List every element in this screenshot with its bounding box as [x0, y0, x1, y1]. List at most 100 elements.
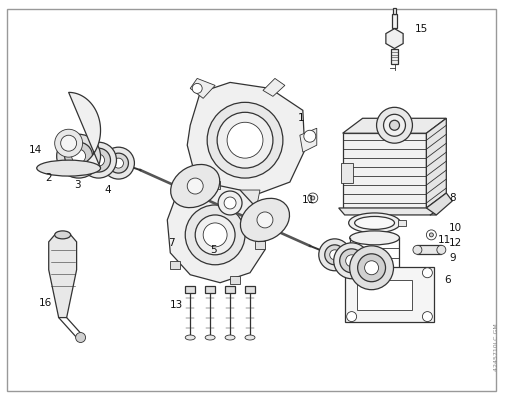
Bar — [357, 280, 412, 310]
Circle shape — [55, 129, 83, 157]
Text: 5: 5 — [210, 245, 217, 255]
Polygon shape — [170, 261, 180, 269]
Circle shape — [109, 153, 128, 173]
Ellipse shape — [55, 231, 71, 239]
Ellipse shape — [205, 335, 215, 340]
Circle shape — [207, 102, 283, 178]
Circle shape — [426, 230, 436, 240]
Text: 9: 9 — [449, 253, 456, 263]
Text: 1: 1 — [298, 113, 305, 123]
Circle shape — [365, 261, 379, 275]
Circle shape — [76, 333, 85, 343]
Ellipse shape — [349, 231, 399, 245]
Circle shape — [304, 130, 316, 142]
Circle shape — [224, 197, 236, 209]
Bar — [245, 286, 255, 293]
Text: 3: 3 — [75, 180, 81, 190]
Circle shape — [72, 149, 85, 163]
Circle shape — [217, 112, 273, 168]
Text: 15: 15 — [415, 23, 428, 33]
Circle shape — [346, 268, 357, 278]
Bar — [392, 8, 396, 14]
Ellipse shape — [349, 269, 399, 283]
Text: 12: 12 — [449, 238, 463, 248]
Polygon shape — [233, 190, 260, 205]
Circle shape — [358, 254, 385, 282]
Text: 8: 8 — [449, 193, 456, 203]
Text: 13: 13 — [170, 300, 183, 310]
Circle shape — [311, 196, 315, 200]
Ellipse shape — [348, 213, 400, 233]
Polygon shape — [230, 276, 240, 284]
Bar — [205, 286, 215, 293]
Circle shape — [383, 114, 406, 136]
Polygon shape — [343, 133, 426, 208]
Bar — [185, 286, 195, 293]
Circle shape — [308, 193, 318, 203]
Bar — [398, 220, 407, 226]
Circle shape — [346, 255, 358, 267]
Polygon shape — [263, 78, 285, 96]
Polygon shape — [343, 118, 446, 133]
Polygon shape — [426, 193, 452, 215]
Circle shape — [429, 233, 433, 237]
Polygon shape — [339, 208, 436, 215]
Ellipse shape — [437, 245, 446, 254]
Polygon shape — [190, 78, 215, 98]
Text: 6: 6 — [444, 275, 451, 285]
Polygon shape — [300, 128, 317, 152]
Ellipse shape — [355, 217, 394, 229]
Text: 16: 16 — [39, 298, 52, 308]
Circle shape — [86, 148, 111, 172]
Circle shape — [192, 84, 202, 94]
Circle shape — [389, 120, 399, 130]
Text: 4: 4 — [105, 185, 111, 195]
Bar — [345, 267, 434, 322]
Circle shape — [203, 223, 227, 247]
Circle shape — [227, 122, 263, 158]
Circle shape — [185, 205, 245, 265]
Circle shape — [330, 250, 340, 260]
Ellipse shape — [413, 245, 422, 254]
Circle shape — [340, 249, 364, 273]
Polygon shape — [386, 29, 403, 49]
Circle shape — [422, 268, 432, 278]
Ellipse shape — [185, 335, 195, 340]
Circle shape — [257, 212, 273, 228]
Text: 4245710LC GM: 4245710LC GM — [494, 324, 498, 371]
Circle shape — [218, 191, 242, 215]
Polygon shape — [426, 118, 446, 208]
Circle shape — [65, 142, 92, 170]
Bar — [341, 163, 352, 183]
Circle shape — [377, 107, 413, 143]
Bar — [391, 14, 397, 27]
Circle shape — [319, 239, 350, 271]
Circle shape — [349, 246, 393, 290]
Text: 11: 11 — [302, 195, 315, 205]
Ellipse shape — [171, 164, 220, 208]
Text: 7: 7 — [168, 238, 175, 248]
Text: 11: 11 — [437, 235, 450, 245]
Circle shape — [422, 312, 432, 322]
Polygon shape — [255, 241, 265, 249]
Circle shape — [57, 134, 100, 178]
Text: 14: 14 — [29, 145, 42, 155]
Circle shape — [346, 312, 357, 322]
Circle shape — [81, 142, 117, 178]
Ellipse shape — [240, 198, 289, 242]
Text: 2: 2 — [46, 173, 53, 183]
Text: 10: 10 — [449, 223, 463, 233]
Ellipse shape — [225, 335, 235, 340]
Polygon shape — [187, 82, 305, 195]
Circle shape — [92, 154, 105, 166]
Circle shape — [325, 245, 345, 265]
Bar — [418, 245, 441, 254]
Polygon shape — [48, 235, 77, 318]
Bar — [225, 286, 235, 293]
Circle shape — [195, 215, 235, 255]
Ellipse shape — [37, 160, 100, 176]
Circle shape — [114, 158, 123, 168]
Circle shape — [103, 147, 134, 179]
Ellipse shape — [245, 335, 255, 340]
Bar — [390, 49, 398, 64]
